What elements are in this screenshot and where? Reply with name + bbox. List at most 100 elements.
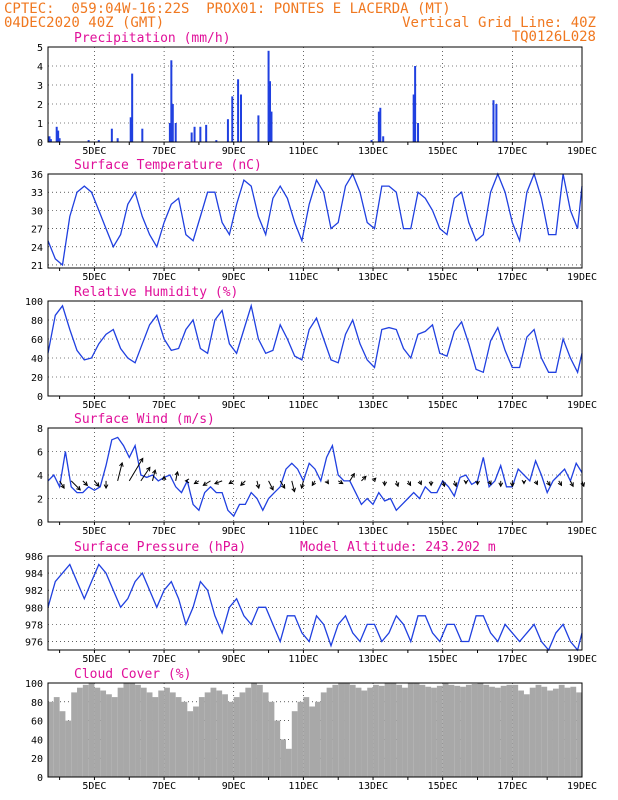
x-tick-label: 7DEC bbox=[152, 272, 176, 283]
wind-arrow bbox=[256, 480, 260, 489]
x-tick-label: 7DEC bbox=[152, 781, 176, 792]
precip-bar bbox=[417, 123, 420, 142]
cloud-bar bbox=[407, 683, 414, 777]
x-tick-label: 15DEC bbox=[428, 654, 458, 665]
wind-arrow-head bbox=[557, 481, 563, 487]
cloud-bar bbox=[216, 690, 223, 777]
x-tick-label: 15DEC bbox=[428, 781, 458, 792]
x-tick-label: 5DEC bbox=[82, 526, 106, 537]
cloud-bar bbox=[59, 711, 66, 777]
cloud-bar bbox=[425, 686, 432, 777]
cloud-bar bbox=[349, 684, 356, 777]
wind-arrow-head bbox=[533, 480, 539, 486]
y-tick-label: 40 bbox=[31, 354, 43, 365]
cloud-bar bbox=[448, 684, 455, 777]
panel-frame bbox=[47, 173, 583, 269]
y-tick-label: 24 bbox=[31, 243, 43, 254]
y-tick-label: 5 bbox=[37, 43, 43, 54]
cloud-bar bbox=[332, 684, 339, 777]
precip-bar bbox=[215, 140, 218, 142]
wind-arrow-head bbox=[382, 481, 388, 487]
cloud-bar bbox=[297, 701, 304, 777]
y-tick-label: 986 bbox=[25, 552, 43, 563]
x-tick-label: 9DEC bbox=[222, 654, 246, 665]
cloud-bar bbox=[291, 711, 298, 777]
wind-arrow bbox=[203, 480, 211, 486]
y-tick-label: 3 bbox=[37, 81, 43, 92]
wind-arrow-head bbox=[161, 475, 167, 481]
precip-bar bbox=[205, 124, 208, 142]
header-model-code: TQ0126L028 bbox=[511, 29, 596, 45]
wind-arrow bbox=[117, 462, 123, 481]
cloud-bar bbox=[576, 692, 582, 777]
y-tick-label: 1 bbox=[37, 119, 43, 130]
wind-arrow bbox=[214, 480, 223, 485]
cloud-bar bbox=[256, 684, 263, 777]
cloud-bar bbox=[529, 687, 536, 777]
precip-bar bbox=[110, 128, 113, 142]
x-tick-label: 15DEC bbox=[428, 146, 458, 157]
wind-arrow bbox=[268, 480, 274, 491]
x-tick-label: 5DEC bbox=[82, 146, 106, 157]
wind-speed-line bbox=[47, 436, 583, 518]
cloud-bar bbox=[140, 687, 147, 777]
panel-frame bbox=[47, 555, 583, 651]
wind-arrow bbox=[291, 480, 295, 492]
x-tick-label: 7DEC bbox=[152, 654, 176, 665]
x-tick-label: 11DEC bbox=[288, 146, 318, 157]
y-tick-label: 6 bbox=[37, 448, 43, 459]
precip-bar bbox=[97, 140, 100, 142]
x-tick-label: 15DEC bbox=[428, 526, 458, 537]
cloud-bar bbox=[355, 687, 362, 777]
precip-bar bbox=[270, 111, 273, 142]
panel-2: Relative Humidity (%) 0 20 40 60 80 100 5DEC 7DE… bbox=[25, 285, 597, 411]
panel-3: Surface Wind (m/s) 0 2 4 6 8 5DEC 7DEC 9DEC 11DEC… bbox=[37, 412, 597, 537]
wind-arrow-head bbox=[83, 481, 89, 487]
cloud-bar bbox=[361, 690, 368, 777]
cloud-bar bbox=[338, 683, 345, 777]
humidity-line bbox=[47, 303, 583, 375]
precip-bar bbox=[87, 140, 90, 142]
wind-arrow bbox=[128, 458, 144, 482]
wind-arrow-head bbox=[463, 479, 469, 485]
panel-1: Surface Temperature (nC) 21 24 27 30 33 36 5DEC… bbox=[31, 158, 597, 283]
wind-arrow bbox=[349, 473, 355, 482]
wind-arrow bbox=[175, 471, 178, 481]
x-tick-label: 13DEC bbox=[358, 781, 388, 792]
y-tick-label: 100 bbox=[25, 679, 43, 690]
precip-bar bbox=[226, 119, 229, 142]
panel-frame bbox=[47, 300, 583, 397]
cloud-bar bbox=[320, 692, 327, 777]
y-tick-label: 976 bbox=[25, 637, 43, 648]
cloud-bar bbox=[135, 684, 141, 777]
precip-bar bbox=[193, 126, 196, 142]
panel-5: Cloud Cover (%) 0 20 40 60 80 100 5DEC 7DEC 9DEC 1… bbox=[25, 667, 597, 792]
wind-arrow bbox=[301, 480, 304, 489]
wind-arrow-head bbox=[311, 481, 317, 487]
precip-bar bbox=[57, 130, 60, 142]
cloud-bar bbox=[129, 683, 136, 777]
cloud-bar bbox=[48, 701, 54, 777]
wind-arrow-head bbox=[546, 481, 551, 487]
x-tick-label: 15DEC bbox=[428, 400, 458, 411]
wind-arrow-head bbox=[452, 482, 458, 488]
x-tick-label: 11DEC bbox=[288, 400, 318, 411]
cloud-bar bbox=[506, 684, 513, 777]
cloud-bar bbox=[460, 686, 466, 777]
cloud-bar bbox=[111, 697, 118, 777]
precip-bar bbox=[267, 50, 270, 142]
precip-bar bbox=[412, 94, 415, 142]
x-tick-label: 5DEC bbox=[82, 272, 106, 283]
cloud-bar bbox=[489, 686, 495, 777]
header-station: CPTEC: 059:04W-16:22S PROX01: PONTES E L… bbox=[4, 1, 451, 17]
cloud-bar bbox=[164, 687, 170, 777]
x-tick-label: 15DEC bbox=[428, 272, 458, 283]
wind-arrow-head bbox=[103, 484, 109, 490]
cloud-bar bbox=[274, 720, 281, 777]
cloud-bar bbox=[71, 692, 78, 777]
wind-arrow-head bbox=[300, 484, 305, 490]
cloud-bar bbox=[326, 687, 333, 777]
panel-title: Surface Wind (m/s) bbox=[74, 412, 215, 427]
precip-bar bbox=[141, 128, 144, 142]
